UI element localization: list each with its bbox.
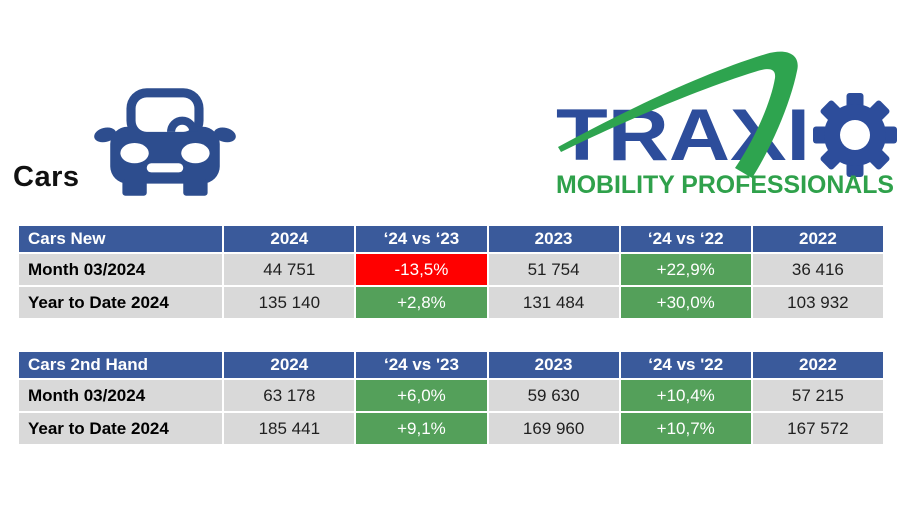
- table-row: Month 03/2024 44 751 -13,5% 51 754 +22,9…: [19, 254, 883, 285]
- value-cell: 135 140: [224, 287, 355, 318]
- table-header-row: Cars 2nd Hand 2024 ‘24 vs '23 2023 ‘24 v…: [19, 352, 883, 378]
- logo-swoosh-icon: [558, 51, 798, 178]
- car-icon: [94, 86, 236, 200]
- value-cell: 59 630: [488, 380, 619, 411]
- change-cell: +10,7%: [620, 413, 751, 444]
- value-cell: 103 932: [752, 287, 883, 318]
- change-cell: +10,4%: [620, 380, 751, 411]
- change-cell: +6,0%: [356, 380, 487, 411]
- logo-gear-icon: [813, 93, 897, 177]
- column-header: 2024: [224, 352, 355, 378]
- column-header: 2023: [488, 226, 619, 252]
- value-cell: 63 178: [224, 380, 355, 411]
- traxio-logo: TRAXI MOBILITY PROFESSIONALS: [556, 38, 900, 200]
- value-cell: 131 484: [488, 287, 619, 318]
- value-cell: 185 441: [224, 413, 355, 444]
- cars-2nd-hand-table: Cars 2nd Hand 2024 ‘24 vs '23 2023 ‘24 v…: [17, 350, 885, 446]
- column-header: ‘24 vs ‘23: [356, 226, 487, 252]
- row-label: Month 03/2024: [19, 380, 223, 411]
- column-header: ‘24 vs '22: [620, 352, 751, 378]
- column-header: 2023: [488, 352, 619, 378]
- table-header-row: Cars New 2024 ‘24 vs ‘23 2023 ‘24 vs ‘22…: [19, 226, 883, 252]
- column-header: 2024: [224, 226, 355, 252]
- value-cell: 44 751: [224, 254, 355, 285]
- change-cell: +22,9%: [620, 254, 751, 285]
- change-cell: +2,8%: [356, 287, 487, 318]
- column-header: 2022: [752, 352, 883, 378]
- logo-tagline: MOBILITY PROFESSIONALS: [556, 171, 894, 199]
- table-row: Year to Date 2024 135 140 +2,8% 131 484 …: [19, 287, 883, 318]
- value-cell: 167 572: [752, 413, 883, 444]
- column-header: ‘24 vs '23: [356, 352, 487, 378]
- change-cell: +30,0%: [620, 287, 751, 318]
- table-row: Year to Date 2024 185 441 +9,1% 169 960 …: [19, 413, 883, 444]
- change-cell: +9,1%: [356, 413, 487, 444]
- table-row: Month 03/2024 63 178 +6,0% 59 630 +10,4%…: [19, 380, 883, 411]
- column-header: ‘24 vs ‘22: [620, 226, 751, 252]
- value-cell: 51 754: [488, 254, 619, 285]
- row-label: Year to Date 2024: [19, 287, 223, 318]
- value-cell: 169 960: [488, 413, 619, 444]
- category-label: Cars: [13, 161, 80, 193]
- value-cell: 36 416: [752, 254, 883, 285]
- table-title: Cars New: [19, 226, 223, 252]
- column-header: 2022: [752, 226, 883, 252]
- change-cell: -13,5%: [356, 254, 487, 285]
- cars-new-table: Cars New 2024 ‘24 vs ‘23 2023 ‘24 vs ‘22…: [17, 224, 885, 320]
- value-cell: 57 215: [752, 380, 883, 411]
- row-label: Year to Date 2024: [19, 413, 223, 444]
- row-label: Month 03/2024: [19, 254, 223, 285]
- table-title: Cars 2nd Hand: [19, 352, 223, 378]
